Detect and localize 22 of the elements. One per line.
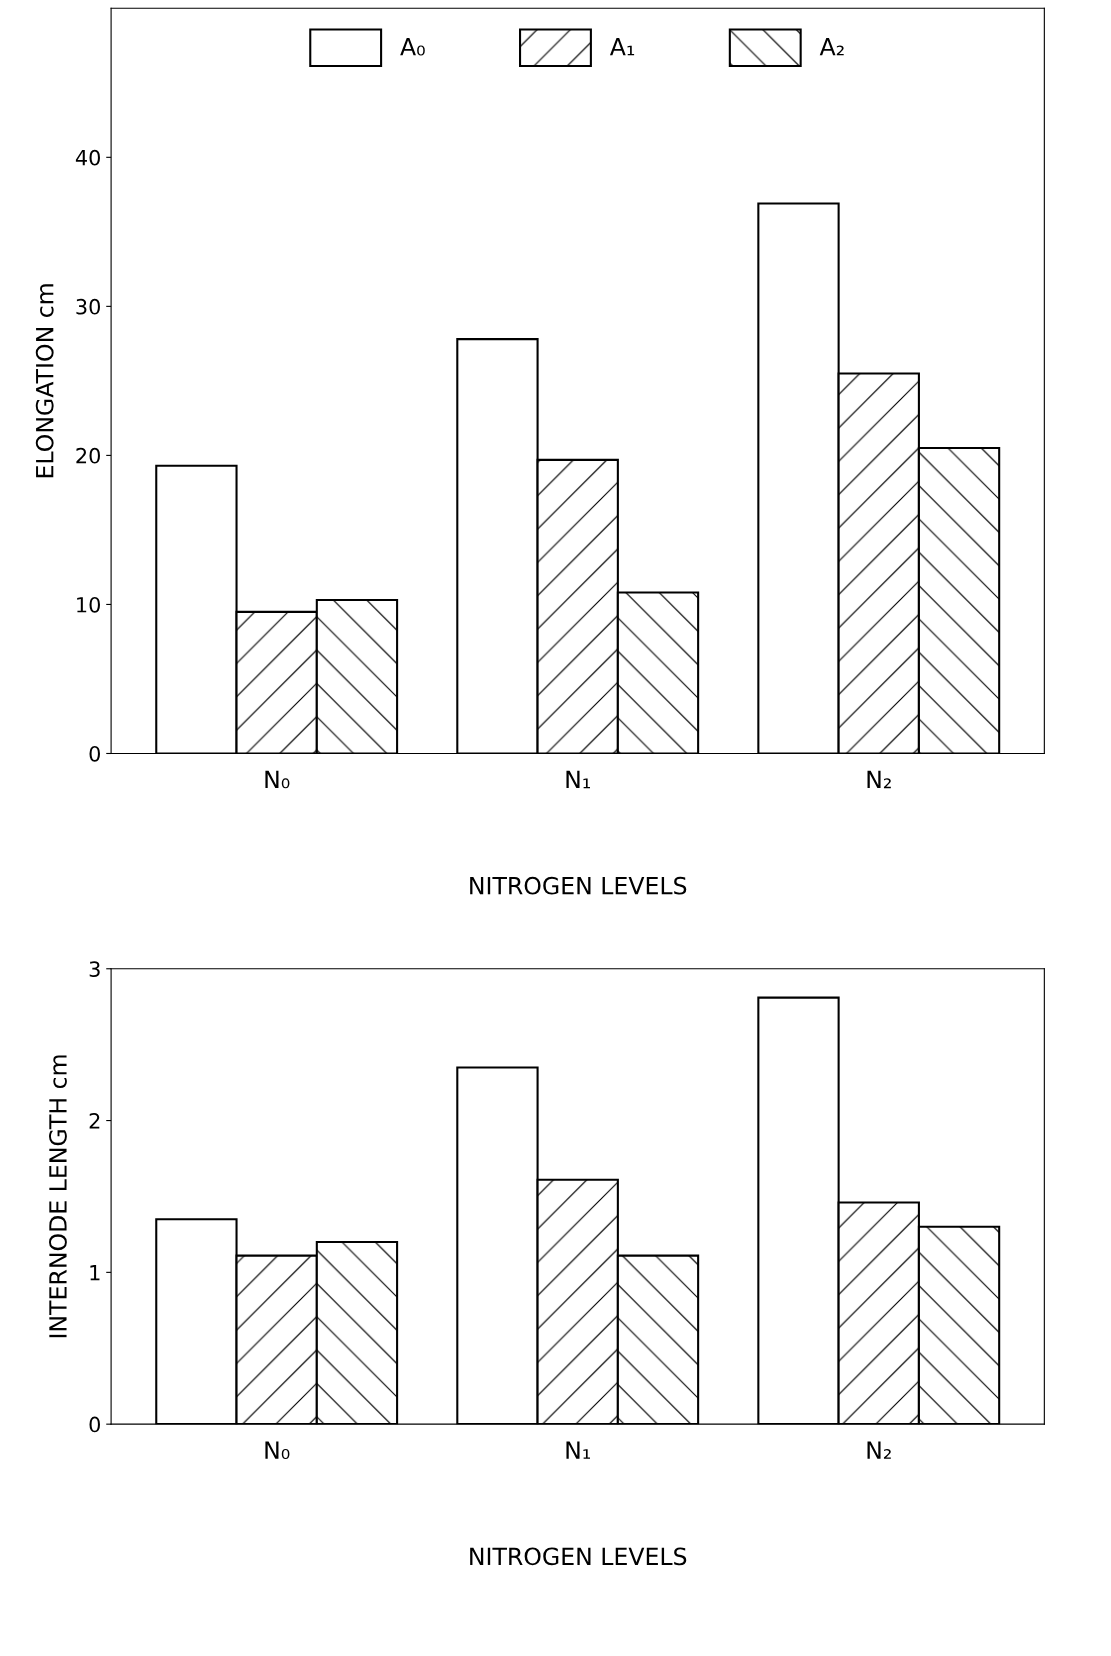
x-tick-label: N₀ xyxy=(265,770,290,789)
x-tick-label: N₁ xyxy=(566,1441,590,1459)
y-axis-title: ELONGATION cm xyxy=(35,284,54,478)
y-tick-label: 0 xyxy=(89,745,100,762)
legend-label: A₁ xyxy=(609,38,635,56)
y-tick-label: 2 xyxy=(89,1113,100,1129)
y-tick-label: 30 xyxy=(76,298,100,315)
x-axis-title: NITROGEN LEVELS xyxy=(470,1547,687,1566)
y-tick-label: 0 xyxy=(89,1416,100,1433)
x-tick-label: N₂ xyxy=(867,1441,891,1459)
legend-label: A₀ xyxy=(400,38,425,56)
x-axis-title: NITROGEN LEVELS xyxy=(470,876,687,895)
legend-label: A₂ xyxy=(819,38,844,56)
y-tick-label: 1 xyxy=(90,1265,100,1281)
x-tick-label: N₀ xyxy=(265,1441,290,1460)
y-tick-label: 40 xyxy=(75,149,100,166)
y-tick-label: 20 xyxy=(76,447,100,464)
x-tick-label: N₂ xyxy=(867,770,891,789)
x-tick-label: N₁ xyxy=(566,770,590,789)
y-tick-label: 3 xyxy=(89,961,100,977)
y-axis-title: INTERNODE LENGTH cm xyxy=(49,1055,67,1338)
y-tick-label: 10 xyxy=(77,596,100,613)
